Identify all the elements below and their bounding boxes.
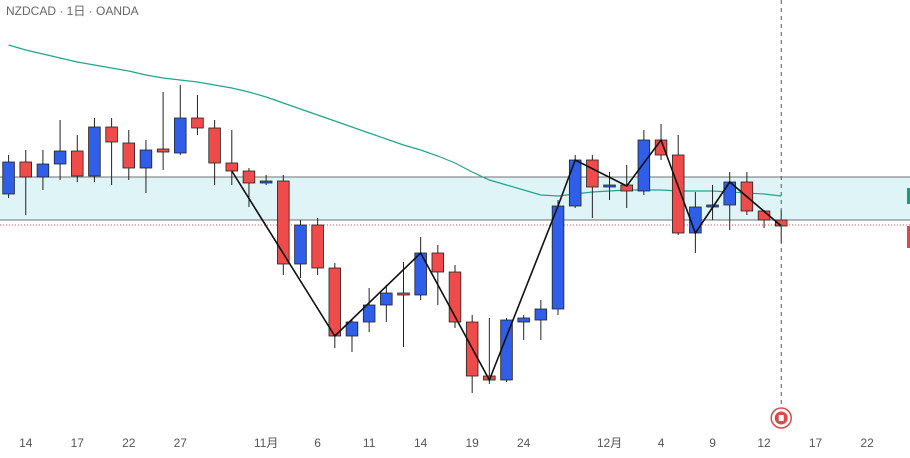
event-marker-flag <box>778 415 784 421</box>
candle-body <box>568 159 582 207</box>
candle-body <box>500 319 513 381</box>
candle-body <box>534 308 548 321</box>
price-marker-red <box>907 226 910 248</box>
candle-body <box>277 180 290 265</box>
candle-body <box>174 117 187 154</box>
candle-body <box>517 317 530 323</box>
x-tick-label: 9 <box>709 436 716 450</box>
candle-body <box>156 148 170 153</box>
candle-body <box>380 292 393 306</box>
candle-body <box>191 117 204 129</box>
candle-body <box>259 180 273 184</box>
x-tick-label: 6 <box>314 436 321 450</box>
x-tick-label: 19 <box>465 436 479 450</box>
x-tick-label: 11 <box>363 436 376 450</box>
candle-body <box>603 184 616 188</box>
candle-body <box>208 127 221 164</box>
x-tick-label: 4 <box>658 436 665 450</box>
candle-body <box>105 126 118 143</box>
chart-title: NZDCAD · 1日 · OANDA <box>6 4 139 18</box>
x-tick-label: 14 <box>19 436 33 450</box>
candle-body <box>139 149 153 169</box>
x-tick-label: 27 <box>174 436 188 450</box>
candle-body <box>345 321 359 337</box>
candle-body <box>71 150 84 177</box>
candle-body <box>431 252 445 273</box>
moving-average <box>8 44 782 197</box>
candle-body <box>294 224 307 265</box>
zone <box>0 177 910 220</box>
candle-body <box>637 139 651 192</box>
candle-body <box>448 271 462 323</box>
x-tick-label: 14 <box>414 436 428 450</box>
candle-body <box>122 142 136 169</box>
x-tick-label: 22 <box>860 436 874 450</box>
candle-body <box>328 267 342 337</box>
candle-body <box>397 292 410 296</box>
candle-body <box>586 159 599 188</box>
candle-body <box>36 163 50 178</box>
x-tick-label: 22 <box>122 436 136 450</box>
candle-body <box>242 170 256 184</box>
candle-body <box>551 205 565 310</box>
candle-body <box>19 161 32 178</box>
x-tick-label: 11月 <box>254 436 278 450</box>
candle-body <box>53 150 67 165</box>
candle-body <box>88 126 101 177</box>
x-tick-label: 24 <box>517 436 531 450</box>
x-tick-label: 17 <box>71 436 85 450</box>
candle-body <box>225 162 239 172</box>
x-tick-label: 17 <box>809 436 823 450</box>
x-tick-label: 12 <box>757 436 771 450</box>
candle-body <box>2 161 15 195</box>
candle-body <box>671 154 685 234</box>
candle-body <box>362 304 376 323</box>
price-marker-green <box>907 188 910 204</box>
candle-body <box>311 224 324 269</box>
x-tick-label: 12月 <box>597 436 622 450</box>
zigzag <box>231 138 782 382</box>
